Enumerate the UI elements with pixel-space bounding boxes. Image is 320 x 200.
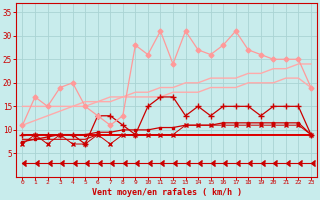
X-axis label: Vent moyen/en rafales ( km/h ): Vent moyen/en rafales ( km/h )	[92, 188, 242, 197]
